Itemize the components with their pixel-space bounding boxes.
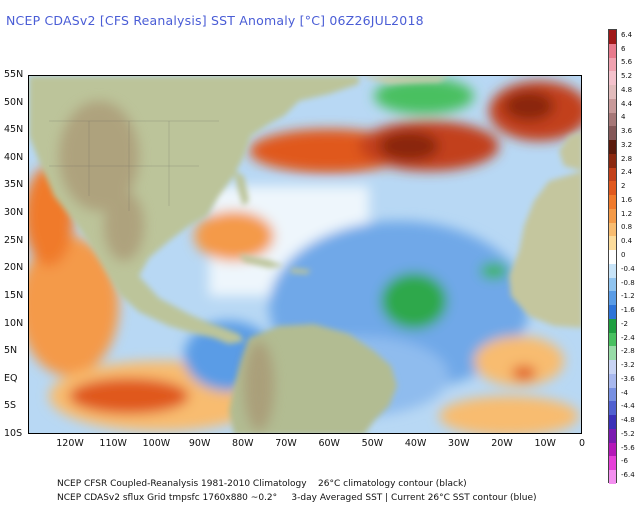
- colorbar-swatch: [609, 428, 616, 444]
- lon-label: 40W: [404, 438, 427, 449]
- lat-label: 20N: [4, 262, 24, 274]
- lat-label: 5N: [4, 345, 18, 357]
- colorbar-label: -6.4: [621, 471, 635, 480]
- colorbar-swatch: [609, 373, 616, 389]
- colorbar-label: 4.4: [621, 99, 633, 108]
- colorbar-label: 2.8: [621, 154, 633, 163]
- lat-label: 50N: [4, 96, 24, 108]
- colorbar-label: 3.6: [621, 127, 633, 136]
- colorbar-swatch: [609, 291, 616, 306]
- footer-line-1: NCEP CFSR Coupled-Reanalysis 1981-2010 C…: [57, 479, 467, 489]
- lat-label: 35N: [4, 179, 24, 191]
- lon-label: 110W: [99, 438, 127, 449]
- lon-label: 90W: [188, 438, 211, 449]
- lon-label: 120W: [56, 438, 84, 449]
- colorbar-swatch: [609, 415, 616, 430]
- colorbar-label: -2: [621, 319, 628, 328]
- lat-label: 15N: [4, 289, 24, 301]
- colorbar-label: -5.6: [621, 443, 635, 452]
- colorbar-swatch: [609, 126, 616, 141]
- lat-label: 5S: [4, 400, 17, 412]
- lon-label: 60W: [318, 438, 340, 449]
- colorbar-swatch: [609, 305, 616, 320]
- colorbar-label: -3.6: [621, 374, 635, 383]
- colorbar-label: -1.6: [621, 306, 635, 315]
- colorbar-label: 4.8: [621, 85, 633, 94]
- colorbar-swatch: [609, 71, 616, 86]
- colorbar-swatch: [609, 277, 616, 292]
- colorbar-label: 2.4: [621, 168, 633, 177]
- colorbar-label: -2.4: [621, 333, 635, 342]
- colorbar-label: -3.2: [621, 361, 635, 370]
- colorbar-swatch: [609, 181, 616, 196]
- colorbar-swatch: [609, 470, 616, 485]
- colorbar-swatch: [609, 140, 616, 155]
- colorbar-swatch: [609, 332, 616, 347]
- colorbar-label: 1.6: [621, 195, 633, 204]
- colorbar-label: -2.8: [621, 347, 635, 356]
- colorbar-label: 0: [621, 251, 626, 259]
- colorbar-swatch: [609, 85, 616, 100]
- colorbar-label: 6: [621, 44, 626, 53]
- colorbar-label: 3.2: [621, 140, 633, 149]
- colorbar-swatch: [609, 318, 616, 334]
- colorbar-swatch: [609, 43, 616, 58]
- lon-label: 30W: [448, 438, 470, 449]
- colorbar-label: -4.8: [621, 416, 635, 425]
- colorbar-label: -0.4: [621, 264, 635, 273]
- colorbar-swatch: [609, 456, 616, 471]
- colorbar-swatch: [609, 167, 616, 182]
- lat-label: 25N: [4, 234, 24, 246]
- lon-label: 100W: [142, 438, 171, 449]
- colorbar-swatch: [609, 401, 616, 416]
- colorbar-swatch: [609, 153, 616, 169]
- colorbar-swatch: [609, 208, 616, 224]
- colorbar-label: 0.8: [621, 223, 633, 232]
- lon-label: 10W: [534, 438, 556, 449]
- colorbar-swatch: [609, 387, 616, 402]
- colorbar-swatch: [609, 360, 616, 375]
- colorbar-swatch: [609, 195, 616, 210]
- footer-line-2: NCEP CDASv2 sflux Grid tmpsfc 1760x880 ~…: [57, 493, 537, 503]
- map-title: NCEP CDASv2 [CFS Reanalysis] SST Anomaly…: [6, 13, 424, 28]
- colorbar-swatch: [609, 57, 616, 72]
- sst-anomaly-map: [28, 75, 582, 434]
- colorbar-swatch: [609, 346, 616, 361]
- lat-label: 10N: [4, 317, 24, 329]
- colorbar-swatch: [609, 250, 616, 265]
- lon-label: 20W: [491, 438, 513, 449]
- colorbar-label: 4: [621, 113, 626, 122]
- lon-label: 80W: [232, 438, 254, 449]
- lat-label: 45N: [4, 124, 24, 136]
- lon-label: 0: [578, 438, 586, 449]
- colorbar-label: -4.4: [621, 402, 635, 411]
- colorbar-label: 1.2: [621, 209, 633, 218]
- colorbar-label: 6.4: [621, 30, 633, 39]
- lat-label: 55N: [4, 69, 24, 80]
- lat-label: 40N: [4, 151, 24, 163]
- colorbar-label: -5.2: [621, 429, 635, 438]
- colorbar-swatch: [609, 236, 616, 251]
- colorbar-label: -6: [621, 457, 628, 466]
- colorbar-swatch: [609, 222, 616, 237]
- lat-label: 30N: [4, 207, 24, 219]
- colorbar-swatch: [609, 263, 616, 279]
- colorbar-label: 5.6: [621, 58, 633, 67]
- colorbar-label: -1.2: [621, 292, 635, 301]
- colorbar-swatch: [609, 442, 616, 457]
- colorbar: [608, 29, 617, 485]
- lon-label: 50W: [361, 438, 384, 449]
- colorbar-label: 5.2: [621, 72, 633, 81]
- lon-label: 70W: [275, 438, 297, 449]
- colorbar-swatch: [609, 30, 616, 45]
- colorbar-label: 2: [621, 182, 626, 191]
- lat-label: 10S: [4, 428, 23, 439]
- colorbar-label: -4: [621, 388, 628, 397]
- lat-label: EQ: [4, 372, 18, 384]
- colorbar-label: -0.8: [621, 278, 635, 287]
- colorbar-swatch: [609, 98, 616, 114]
- colorbar-swatch: [609, 112, 616, 127]
- colorbar-label: 0.4: [621, 237, 633, 246]
